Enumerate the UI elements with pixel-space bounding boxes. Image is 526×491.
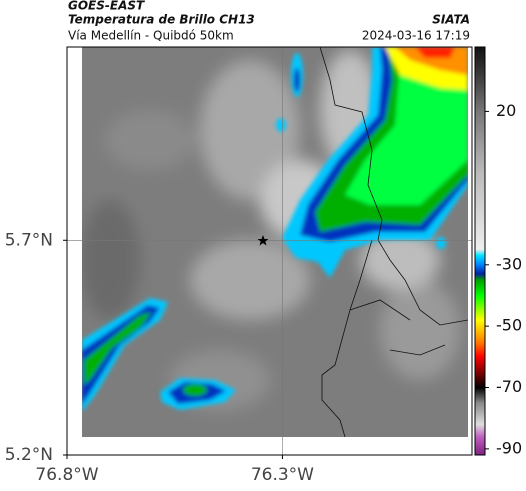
title: GOES-EAST xyxy=(68,0,145,13)
colorbar-tick-label: -30 xyxy=(496,254,522,273)
lat-tick-label: 5.2°N xyxy=(5,445,53,465)
colorbar xyxy=(474,46,486,456)
map-frame xyxy=(66,46,473,456)
subtitle: Temperatura de Brillo CH13 xyxy=(68,13,255,27)
source: SIATA xyxy=(432,13,470,27)
colorbar-tick-label: -50 xyxy=(496,316,522,335)
lat-tick-label: 5.7°N xyxy=(5,230,53,250)
satellite-image xyxy=(82,47,468,437)
region: Vía Medellín - Quibdó 50km xyxy=(68,29,234,43)
colorbar-tick-label: -70 xyxy=(496,377,522,396)
colorbar-tick-label: -90 xyxy=(496,438,522,457)
ticks: 5.2°N 5.7°N 76.8°W 76.3°W 20 -30 -50 -70 -90 xyxy=(5,101,522,485)
timestamp: 2024-03-16 17:19 xyxy=(362,29,470,43)
lon-tick-label: 76.8°W xyxy=(35,465,98,485)
colorbar-tick-label: 20 xyxy=(496,101,516,120)
lon-tick-label: 76.3°W xyxy=(251,465,314,485)
location-marker xyxy=(257,235,269,246)
